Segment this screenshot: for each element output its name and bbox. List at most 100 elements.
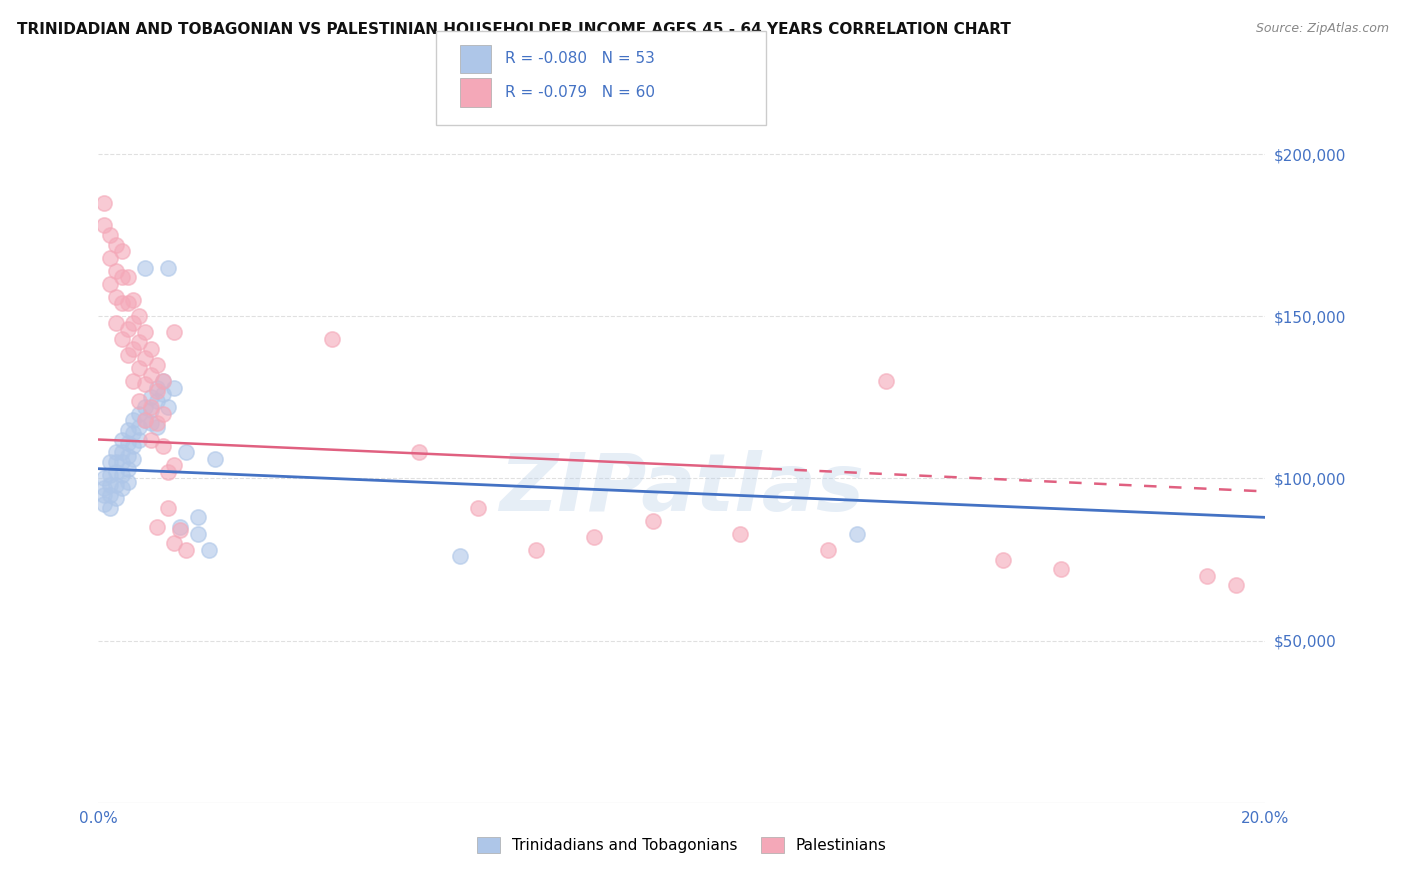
Point bbox=[117, 475, 139, 489]
Point bbox=[128, 335, 150, 350]
Point bbox=[146, 381, 169, 395]
Point bbox=[104, 478, 127, 492]
Point bbox=[467, 500, 489, 515]
Point bbox=[134, 413, 156, 427]
Point bbox=[111, 296, 134, 310]
Point bbox=[449, 549, 471, 564]
Point bbox=[122, 342, 145, 356]
Point bbox=[163, 458, 186, 473]
Point bbox=[117, 270, 139, 285]
Point bbox=[730, 526, 752, 541]
Point bbox=[128, 407, 150, 421]
Point bbox=[524, 542, 547, 557]
Point bbox=[122, 425, 145, 440]
Point bbox=[875, 374, 897, 388]
Point bbox=[169, 520, 191, 534]
Point bbox=[111, 468, 134, 483]
Text: ZIPatlas: ZIPatlas bbox=[499, 450, 865, 528]
Point bbox=[98, 251, 121, 265]
Point bbox=[157, 500, 180, 515]
Point bbox=[583, 530, 606, 544]
Point bbox=[134, 377, 156, 392]
Point bbox=[98, 488, 121, 502]
Point bbox=[139, 417, 162, 431]
Point bbox=[134, 326, 156, 340]
Point bbox=[204, 452, 226, 467]
Point bbox=[1050, 562, 1073, 576]
Point bbox=[139, 403, 162, 417]
Point bbox=[163, 326, 186, 340]
Point bbox=[98, 277, 121, 291]
Point bbox=[93, 219, 115, 233]
Point bbox=[122, 374, 145, 388]
Point bbox=[146, 358, 169, 372]
Point bbox=[157, 400, 180, 414]
Point bbox=[104, 465, 127, 479]
Point bbox=[152, 374, 174, 388]
Point bbox=[93, 497, 115, 511]
Point bbox=[134, 400, 156, 414]
Point bbox=[817, 542, 839, 557]
Point bbox=[104, 238, 127, 252]
Point bbox=[93, 195, 115, 210]
Point bbox=[128, 361, 150, 376]
Point bbox=[117, 449, 139, 463]
Point bbox=[198, 542, 221, 557]
Point bbox=[104, 491, 127, 505]
Point bbox=[134, 260, 156, 275]
Point bbox=[139, 390, 162, 404]
Text: TRINIDADIAN AND TOBAGONIAN VS PALESTINIAN HOUSEHOLDER INCOME AGES 45 - 64 YEARS : TRINIDADIAN AND TOBAGONIAN VS PALESTINIA… bbox=[17, 22, 1011, 37]
Point bbox=[93, 481, 115, 495]
Point bbox=[134, 351, 156, 366]
Point bbox=[104, 455, 127, 469]
Point bbox=[163, 536, 186, 550]
Point bbox=[321, 332, 343, 346]
Point bbox=[111, 481, 134, 495]
Point bbox=[174, 445, 197, 459]
Text: Source: ZipAtlas.com: Source: ZipAtlas.com bbox=[1256, 22, 1389, 36]
Point bbox=[139, 368, 162, 382]
Point bbox=[104, 290, 127, 304]
Point bbox=[139, 342, 162, 356]
Point bbox=[139, 433, 162, 447]
Text: R = -0.079   N = 60: R = -0.079 N = 60 bbox=[505, 86, 655, 100]
Point bbox=[146, 393, 169, 408]
Point bbox=[163, 381, 186, 395]
Point bbox=[93, 471, 115, 485]
Point bbox=[98, 455, 121, 469]
Point bbox=[117, 435, 139, 450]
Point bbox=[152, 374, 174, 388]
Point bbox=[991, 552, 1014, 566]
Point bbox=[146, 419, 169, 434]
Point bbox=[104, 445, 127, 459]
Point bbox=[128, 419, 150, 434]
Point bbox=[111, 455, 134, 469]
Point bbox=[1225, 578, 1247, 592]
Point bbox=[117, 296, 139, 310]
Point bbox=[111, 270, 134, 285]
Point bbox=[98, 478, 121, 492]
Point bbox=[152, 387, 174, 401]
Point bbox=[111, 433, 134, 447]
Point bbox=[174, 542, 197, 557]
Point bbox=[122, 439, 145, 453]
Point bbox=[146, 520, 169, 534]
Point bbox=[117, 348, 139, 362]
Point bbox=[93, 488, 115, 502]
Point bbox=[134, 413, 156, 427]
Point bbox=[122, 452, 145, 467]
Point bbox=[641, 514, 664, 528]
Point bbox=[846, 526, 869, 541]
Point bbox=[157, 260, 180, 275]
Point bbox=[98, 500, 121, 515]
Point bbox=[122, 293, 145, 307]
Point bbox=[187, 526, 209, 541]
Point bbox=[98, 468, 121, 483]
Point bbox=[128, 433, 150, 447]
Point bbox=[152, 407, 174, 421]
Point bbox=[104, 316, 127, 330]
Point bbox=[128, 393, 150, 408]
Point bbox=[408, 445, 430, 459]
Point bbox=[139, 400, 162, 414]
Point bbox=[111, 244, 134, 259]
